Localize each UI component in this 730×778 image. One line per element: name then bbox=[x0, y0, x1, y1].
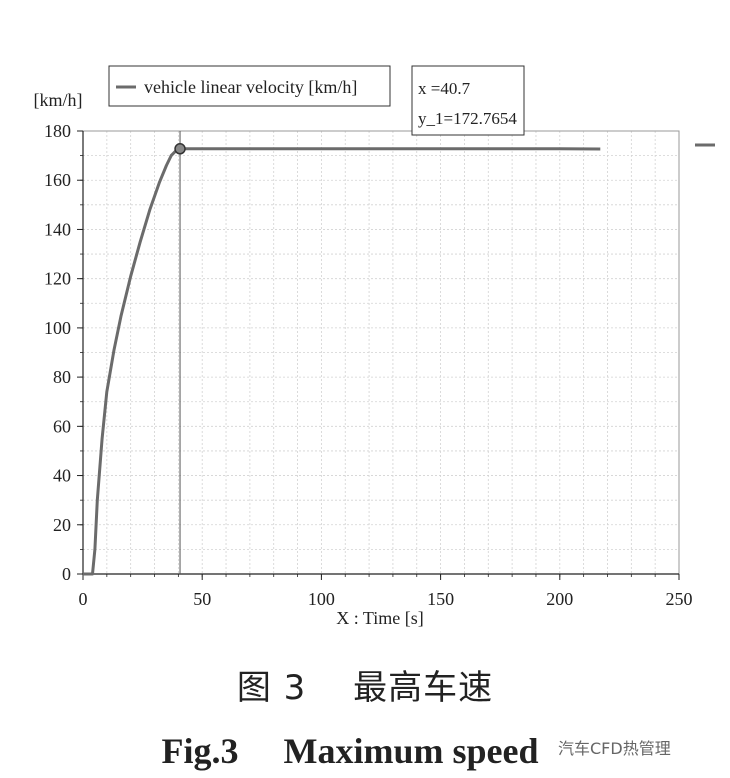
y-tick-label: 20 bbox=[53, 515, 71, 535]
series-layer bbox=[83, 147, 601, 576]
y-tick-label: 60 bbox=[53, 416, 71, 436]
series-line-vehicle-velocity bbox=[83, 147, 601, 576]
velocity-chart: 0 50 100 150 200 250020406080100120140160180 … bbox=[34, 65, 715, 628]
x-tick-label: 250 bbox=[666, 589, 693, 609]
figure-caption-chinese: 图 3 最高车速 bbox=[236, 668, 494, 708]
x-tick-label: 50 bbox=[193, 589, 211, 609]
x-tick-label: 200 bbox=[546, 589, 573, 609]
y-tick-label: 140 bbox=[44, 219, 71, 239]
cursor-readout: x =40.7 y_1=172.7654 bbox=[411, 65, 525, 136]
x-axis-label: X : Time [s] bbox=[336, 608, 424, 628]
legend-series-label: vehicle linear velocity [km/h] bbox=[144, 77, 357, 97]
x-tick-label: 0 bbox=[79, 589, 88, 609]
axes: 0 50 100 150 200 250 0 20 40 60 80 100 120 140 160 180 bbox=[44, 121, 693, 609]
cursor-y-readout: y_1=172.7654 bbox=[418, 109, 517, 128]
x-tick-label: 150 bbox=[427, 589, 454, 609]
y-tick-label: 0 bbox=[62, 564, 71, 584]
y-tick-label: 80 bbox=[53, 367, 71, 387]
y-tick-label: 120 bbox=[44, 269, 71, 289]
chart-container: 0 50 100 150 200 250 0 20 40 60 80 100 120 140 160 180 … bbox=[34, 65, 715, 628]
y-tick-label: 40 bbox=[53, 466, 71, 486]
watermark-text: 汽车CFD热管理 bbox=[558, 739, 671, 758]
y-tick-label: 180 bbox=[44, 121, 71, 141]
cursor-x-readout: x =40.7 bbox=[418, 79, 471, 98]
y-tick-label: 160 bbox=[44, 170, 71, 190]
cursor-marker bbox=[174, 143, 186, 155]
cursor-layer bbox=[174, 131, 186, 574]
x-tick-label: 100 bbox=[308, 589, 335, 609]
y-axis-unit-label: [km/h] bbox=[34, 90, 83, 110]
grid bbox=[82, 130, 680, 575]
figure-caption-english: Fig.3 Maximum speed bbox=[161, 731, 539, 771]
y-tick-label: 100 bbox=[44, 318, 71, 338]
legend: vehicle linear velocity [km/h] bbox=[108, 65, 391, 107]
